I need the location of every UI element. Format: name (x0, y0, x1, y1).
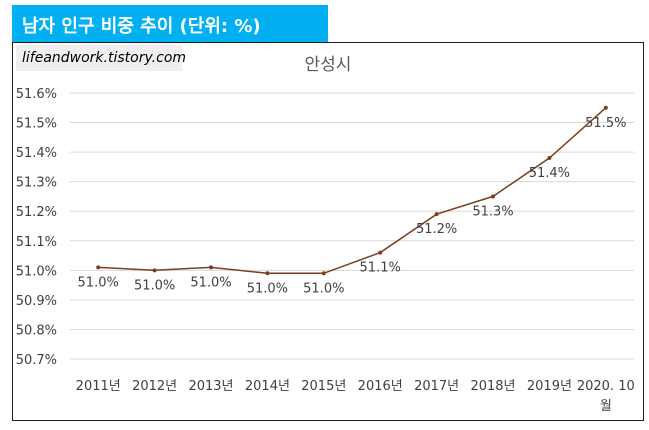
chart-title: 안성시 (305, 55, 352, 75)
data-point (491, 194, 495, 199)
x-tick-label: 2019년 (527, 379, 572, 394)
x-tick-label: 2020. 10 월 (577, 379, 635, 414)
data-point (152, 268, 157, 273)
data-point (96, 265, 101, 270)
gridlines (70, 92, 634, 360)
x-tick-label: 2018년 (470, 379, 515, 394)
data-label: 51.1% (360, 261, 401, 276)
data-label: 51.0% (303, 281, 344, 296)
data-labels: 51.0% 51.0% 51.0% 51.0% 51.0% 51.1% 51.2% 51.3%… (78, 116, 627, 297)
data-label: 51.0% (247, 281, 288, 296)
y-tick-label: 51.2% (16, 205, 57, 220)
x-tick-label: 2014년 (245, 379, 290, 394)
data-label: 51.0% (134, 278, 175, 293)
data-label: 51.4% (529, 166, 570, 181)
y-tick-label: 51.0% (16, 264, 57, 279)
y-tick-label: 50.8% (16, 323, 57, 338)
data-point (547, 156, 552, 161)
x-tick-label: 2015년 (301, 379, 346, 394)
y-tick-label: 50.9% (16, 294, 57, 309)
x-tick-label: 2016년 (358, 379, 403, 394)
data-point (378, 250, 383, 255)
series-line (98, 107, 607, 275)
x-tick-label: 2012년 (132, 379, 177, 394)
y-tick-label: 51.6% (16, 87, 57, 102)
data-label: 51.0% (190, 275, 231, 290)
y-tick-label: 51.3% (16, 176, 57, 191)
data-label: 51.2% (416, 222, 457, 237)
watermark: lifeandwork.tistory.com (16, 45, 186, 71)
data-point (434, 212, 439, 217)
y-tick-label: 51.5% (16, 117, 57, 132)
header-title: 남자 인구 비중 추이 (단위: %) (22, 16, 261, 37)
data-label: 51.0% (78, 275, 119, 290)
data-point (321, 271, 326, 276)
y-tick-label: 51.4% (16, 146, 57, 161)
data-label: 51.5% (585, 116, 626, 131)
data-point (603, 105, 608, 110)
data-point (265, 271, 270, 276)
y-axis: 50.7% 50.8% 50.9% 51.0% 51.1% 51.2% 51.3% 51.4%… (16, 87, 57, 368)
x-axis: 2011년 2012년 2013년 2014년 2015년 2016년 2017년 2018년… (76, 379, 635, 414)
data-label: 51.3% (472, 204, 513, 219)
x-tick-label: 2013년 (188, 379, 233, 394)
series-line-group (96, 105, 608, 276)
chart-frame (12, 42, 644, 421)
x-tick-label: 2017년 (414, 379, 459, 394)
x-tick-label: 2011년 (76, 379, 121, 394)
y-tick-label: 50.7% (16, 353, 57, 368)
y-tick-label: 51.1% (16, 235, 57, 250)
data-point (209, 265, 213, 270)
chart-header: 남자 인구 비중 추이 (단위: %) (12, 5, 328, 42)
